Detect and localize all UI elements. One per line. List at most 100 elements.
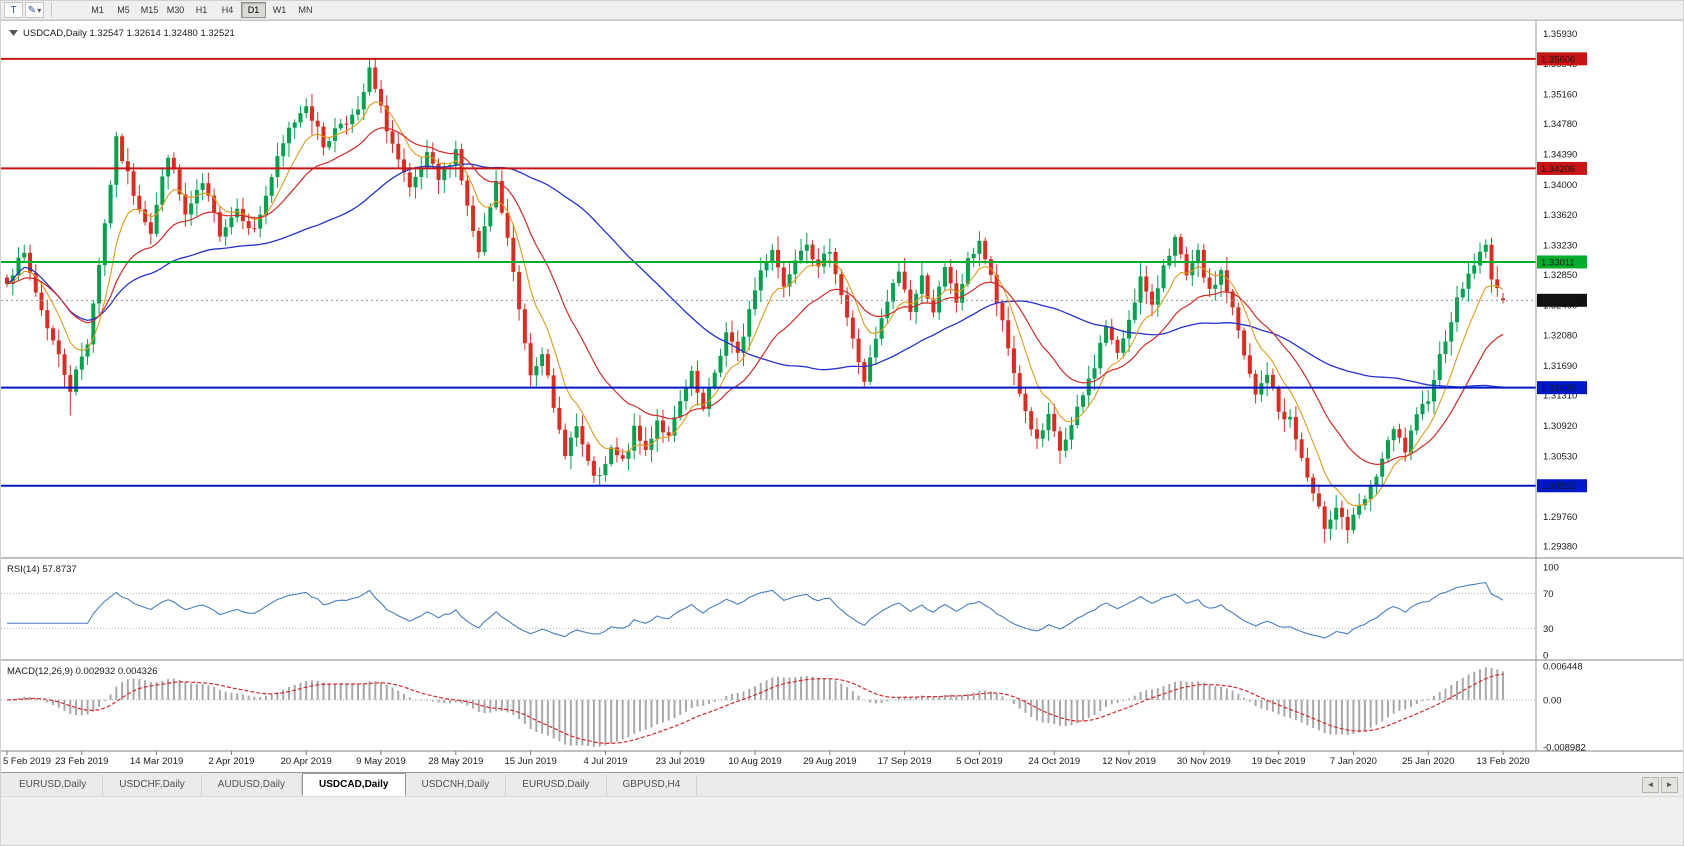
chart-type-button[interactable]: T xyxy=(4,2,23,18)
tab-audusd-daily[interactable]: AUDUSD,Daily xyxy=(202,775,303,796)
timeframe-h1-button[interactable]: H1 xyxy=(189,2,214,18)
date-axis[interactable]: 5 Feb 2019 23 Feb 2019 14 Mar 2019 2 Apr 20… xyxy=(3,751,1530,767)
rsi-pane xyxy=(7,582,1504,639)
tab-eurusd-daily[interactable]: EURUSD,Daily xyxy=(506,775,607,796)
toolbar-separator xyxy=(51,3,52,17)
svg-text:1.29380: 1.29380 xyxy=(1543,542,1577,553)
svg-text:20 Apr 2019: 20 Apr 2019 xyxy=(281,756,332,767)
svg-text:1.34000: 1.34000 xyxy=(1543,180,1577,191)
tab-usdcnh-daily[interactable]: USDCNH,Daily xyxy=(406,775,507,796)
svg-text:1.30530: 1.30530 xyxy=(1543,452,1577,463)
svg-text:14 Mar 2019: 14 Mar 2019 xyxy=(130,756,183,767)
macd-axis[interactable]: 0.006448 0.00 -0.008982 xyxy=(1543,662,1586,754)
svg-text:7 Jan 2020: 7 Jan 2020 xyxy=(1330,756,1377,767)
timeframe-m30-button[interactable]: M30 xyxy=(163,2,188,18)
chart-title: USDCAD,Daily 1.32547 1.32614 1.32480 1.3… xyxy=(23,28,235,39)
svg-text:1.32850: 1.32850 xyxy=(1543,270,1577,281)
svg-text:9 May 2019: 9 May 2019 xyxy=(356,756,406,767)
svg-text:30: 30 xyxy=(1543,624,1554,635)
svg-text:1.35930: 1.35930 xyxy=(1543,29,1577,40)
svg-text:1.35606: 1.35606 xyxy=(1541,54,1575,65)
svg-text:0: 0 xyxy=(1543,651,1548,662)
price-badge-1.35606: 1.35606 xyxy=(1537,52,1587,66)
svg-text:17 Sep 2019: 17 Sep 2019 xyxy=(878,756,932,767)
tab-scroll-right-button[interactable]: ► xyxy=(1661,776,1678,793)
timeframe-m15-button[interactable]: M15 xyxy=(137,2,162,18)
svg-text:1.31310: 1.31310 xyxy=(1543,391,1577,402)
svg-text:12 Nov 2019: 12 Nov 2019 xyxy=(1102,756,1156,767)
svg-text:0.006448: 0.006448 xyxy=(1543,662,1583,673)
svg-text:4 Jul 2019: 4 Jul 2019 xyxy=(583,756,627,767)
svg-text:1.32080: 1.32080 xyxy=(1543,330,1577,341)
macd-signal-line xyxy=(6,673,1504,745)
svg-text:19 Dec 2019: 19 Dec 2019 xyxy=(1252,756,1306,767)
svg-text:28 May 2019: 28 May 2019 xyxy=(428,756,483,767)
price-badge-1.30152: 1.30152 xyxy=(1537,479,1587,493)
drawing-tools-button[interactable]: ✎ ▾ xyxy=(25,2,44,18)
svg-text:1.32521: 1.32521 xyxy=(1541,296,1575,307)
svg-text:30 Nov 2019: 30 Nov 2019 xyxy=(1177,756,1231,767)
svg-text:23 Feb 2019: 23 Feb 2019 xyxy=(55,756,108,767)
window-background xyxy=(1,796,1683,845)
svg-text:15 Jun 2019: 15 Jun 2019 xyxy=(504,756,556,767)
svg-text:100: 100 xyxy=(1543,563,1559,574)
svg-text:25 Jan 2020: 25 Jan 2020 xyxy=(1402,756,1454,767)
svg-text:0.00: 0.00 xyxy=(1543,695,1562,706)
arrow-right-icon: ► xyxy=(1665,779,1674,789)
price-badge-1.34206: 1.34206 xyxy=(1537,161,1587,175)
timeframe-d1-button[interactable]: D1 xyxy=(241,2,266,18)
svg-text:1.30152: 1.30152 xyxy=(1541,481,1575,492)
ma-mid-line xyxy=(6,127,1504,466)
svg-text:24 Oct 2019: 24 Oct 2019 xyxy=(1028,756,1080,767)
tab-scroll-controls: ◄ ► xyxy=(1642,776,1678,793)
svg-text:1.33230: 1.33230 xyxy=(1543,240,1577,251)
svg-text:1.30920: 1.30920 xyxy=(1543,421,1577,432)
svg-text:29 Aug 2019: 29 Aug 2019 xyxy=(803,756,856,767)
svg-text:13 Feb 2020: 13 Feb 2020 xyxy=(1476,756,1529,767)
svg-text:1.31405: 1.31405 xyxy=(1541,383,1575,394)
svg-text:2 Apr 2019: 2 Apr 2019 xyxy=(208,756,254,767)
rsi-line xyxy=(7,582,1504,639)
price-pane xyxy=(5,57,1506,544)
timeframe-mn-button[interactable]: MN xyxy=(293,2,318,18)
chart-area[interactable]: 100 70 30 0 RSI(14) 57.8737 0.006448 0.00 -0.00… xyxy=(1,20,1684,772)
timeframe-h4-button[interactable]: H4 xyxy=(215,2,240,18)
chart-tabbar: EURUSD,Daily USDCHF,Daily AUDUSD,Daily USDC… xyxy=(1,772,1683,796)
ma-slow-line xyxy=(6,163,1504,388)
price-badge-1.33011: 1.33011 xyxy=(1537,255,1587,269)
pencil-icon: ✎ xyxy=(27,4,37,16)
macd-label: MACD(12,26,9) 0.002932 0.004326 xyxy=(7,666,158,677)
current-price-badge: 1.32521 xyxy=(1537,293,1587,307)
chart-background xyxy=(1,20,1683,772)
rsi-axis[interactable]: 100 70 30 0 xyxy=(1543,563,1559,662)
svg-text:1.31690: 1.31690 xyxy=(1543,361,1577,372)
svg-text:5 Oct 2019: 5 Oct 2019 xyxy=(956,756,1002,767)
tab-gbpusd-h4[interactable]: GBPUSD,H4 xyxy=(607,775,698,796)
tab-eurusd-daily[interactable]: EURUSD,Daily xyxy=(3,775,104,796)
tab-usdcad-daily[interactable]: USDCAD,Daily xyxy=(302,773,406,796)
toolbar: T ✎ ▾ M1 M5 M15 M30 H1 H4 D1 W1 MN xyxy=(1,1,1683,20)
svg-text:1.33620: 1.33620 xyxy=(1543,210,1577,221)
svg-text:1.34390: 1.34390 xyxy=(1543,150,1577,161)
svg-text:1.34780: 1.34780 xyxy=(1543,119,1577,130)
tab-scroll-left-button[interactable]: ◄ xyxy=(1642,776,1659,793)
timeframe-w1-button[interactable]: W1 xyxy=(267,2,292,18)
timeframe-m1-button[interactable]: M1 xyxy=(85,2,110,18)
tabbar-tabs: EURUSD,Daily USDCHF,Daily AUDUSD,Daily USDC… xyxy=(3,773,698,796)
svg-text:23 Jul 2019: 23 Jul 2019 xyxy=(656,756,705,767)
timeframe-m5-button[interactable]: M5 xyxy=(111,2,136,18)
svg-text:-0.008982: -0.008982 xyxy=(1543,743,1586,754)
chart-type-icon: T xyxy=(10,4,17,16)
svg-text:1.33011: 1.33011 xyxy=(1541,257,1575,268)
ma-fast-line xyxy=(6,101,1504,506)
tab-usdchf-daily[interactable]: USDCHF,Daily xyxy=(103,775,202,796)
macd-histogram xyxy=(11,667,1505,747)
arrow-left-icon: ◄ xyxy=(1646,779,1655,789)
chart-menu-icon[interactable] xyxy=(9,30,18,36)
svg-text:70: 70 xyxy=(1543,589,1554,600)
macd-pane xyxy=(6,667,1505,747)
svg-text:1.35160: 1.35160 xyxy=(1543,89,1577,100)
rsi-label: RSI(14) 57.8737 xyxy=(7,564,77,575)
svg-text:1.34206: 1.34206 xyxy=(1541,164,1575,175)
